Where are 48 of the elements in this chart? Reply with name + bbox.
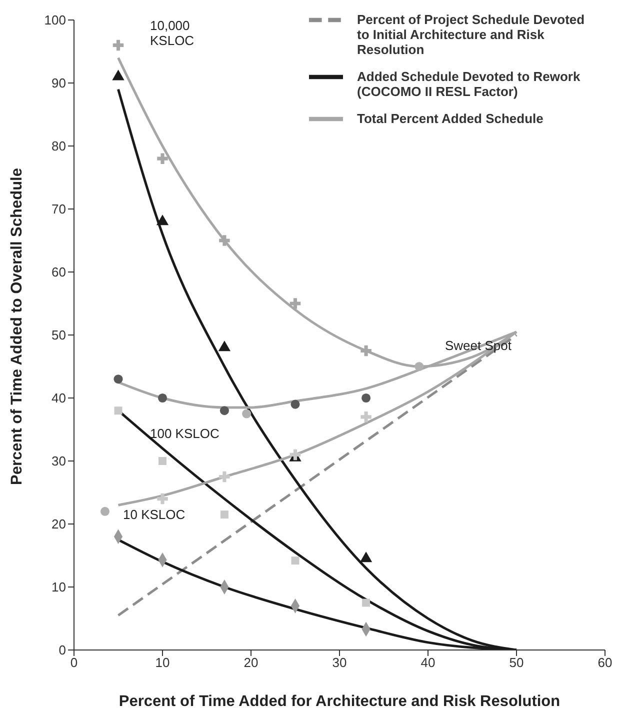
annotation: 100 KSLOC (150, 426, 220, 441)
legend-label: Total Percent Added Schedule (357, 111, 544, 126)
point (360, 412, 372, 422)
y-tick-label: 60 (52, 264, 66, 280)
y-tick-label: 100 (44, 12, 66, 28)
x-tick-label: 60 (598, 655, 612, 670)
legend-label: Added Schedule Devoted to Rework (COCOMO II RESL Factor) (357, 69, 582, 99)
point (112, 40, 124, 51)
x-tick-label: 30 (332, 655, 347, 670)
point (219, 471, 230, 482)
y-tick-label: 40 (52, 390, 66, 406)
point (291, 556, 300, 565)
point (157, 493, 168, 504)
point (362, 393, 371, 403)
x-tick-label: 20 (244, 655, 258, 670)
point (114, 374, 123, 384)
point (158, 457, 166, 465)
x-tick-label: 0 (70, 655, 78, 670)
legend-label: Percent of Project Schedule Devoted to Initial Architecture and Risk Resolution (357, 12, 586, 57)
y-tick-label: 0 (58, 642, 66, 658)
y-tick-label: 20 (52, 516, 66, 532)
point (220, 510, 228, 519)
y-tick-label: 10 (52, 580, 66, 595)
y-tick-label: 80 (52, 138, 66, 154)
y-tick-label: 30 (52, 454, 66, 469)
point (242, 409, 252, 418)
x-tick-label: 10 (155, 655, 170, 670)
y-tick-label: 90 (52, 76, 66, 91)
annotation: 10,000 KSLOC (150, 18, 196, 48)
point (220, 406, 229, 416)
point (157, 153, 168, 164)
point (100, 506, 110, 516)
y-axis-title: Percent of Time Added to Overall Schedule (8, 168, 26, 485)
x-tick-label: 40 (420, 655, 436, 670)
annotation: Sweet Spot (445, 338, 512, 353)
point (219, 235, 230, 246)
point (362, 598, 370, 607)
point (414, 362, 424, 372)
y-tick-label: 50 (52, 328, 66, 343)
point (290, 400, 300, 409)
x-axis-title: Percent of Time Added for Architecture and Risk Resolution (118, 693, 560, 708)
point (158, 393, 168, 403)
point (360, 345, 372, 356)
point (114, 406, 122, 415)
x-tick-label: 50 (509, 655, 524, 670)
point (290, 298, 301, 309)
annotation: 10 KSLOC (123, 507, 186, 522)
y-tick-label: 70 (52, 202, 66, 217)
